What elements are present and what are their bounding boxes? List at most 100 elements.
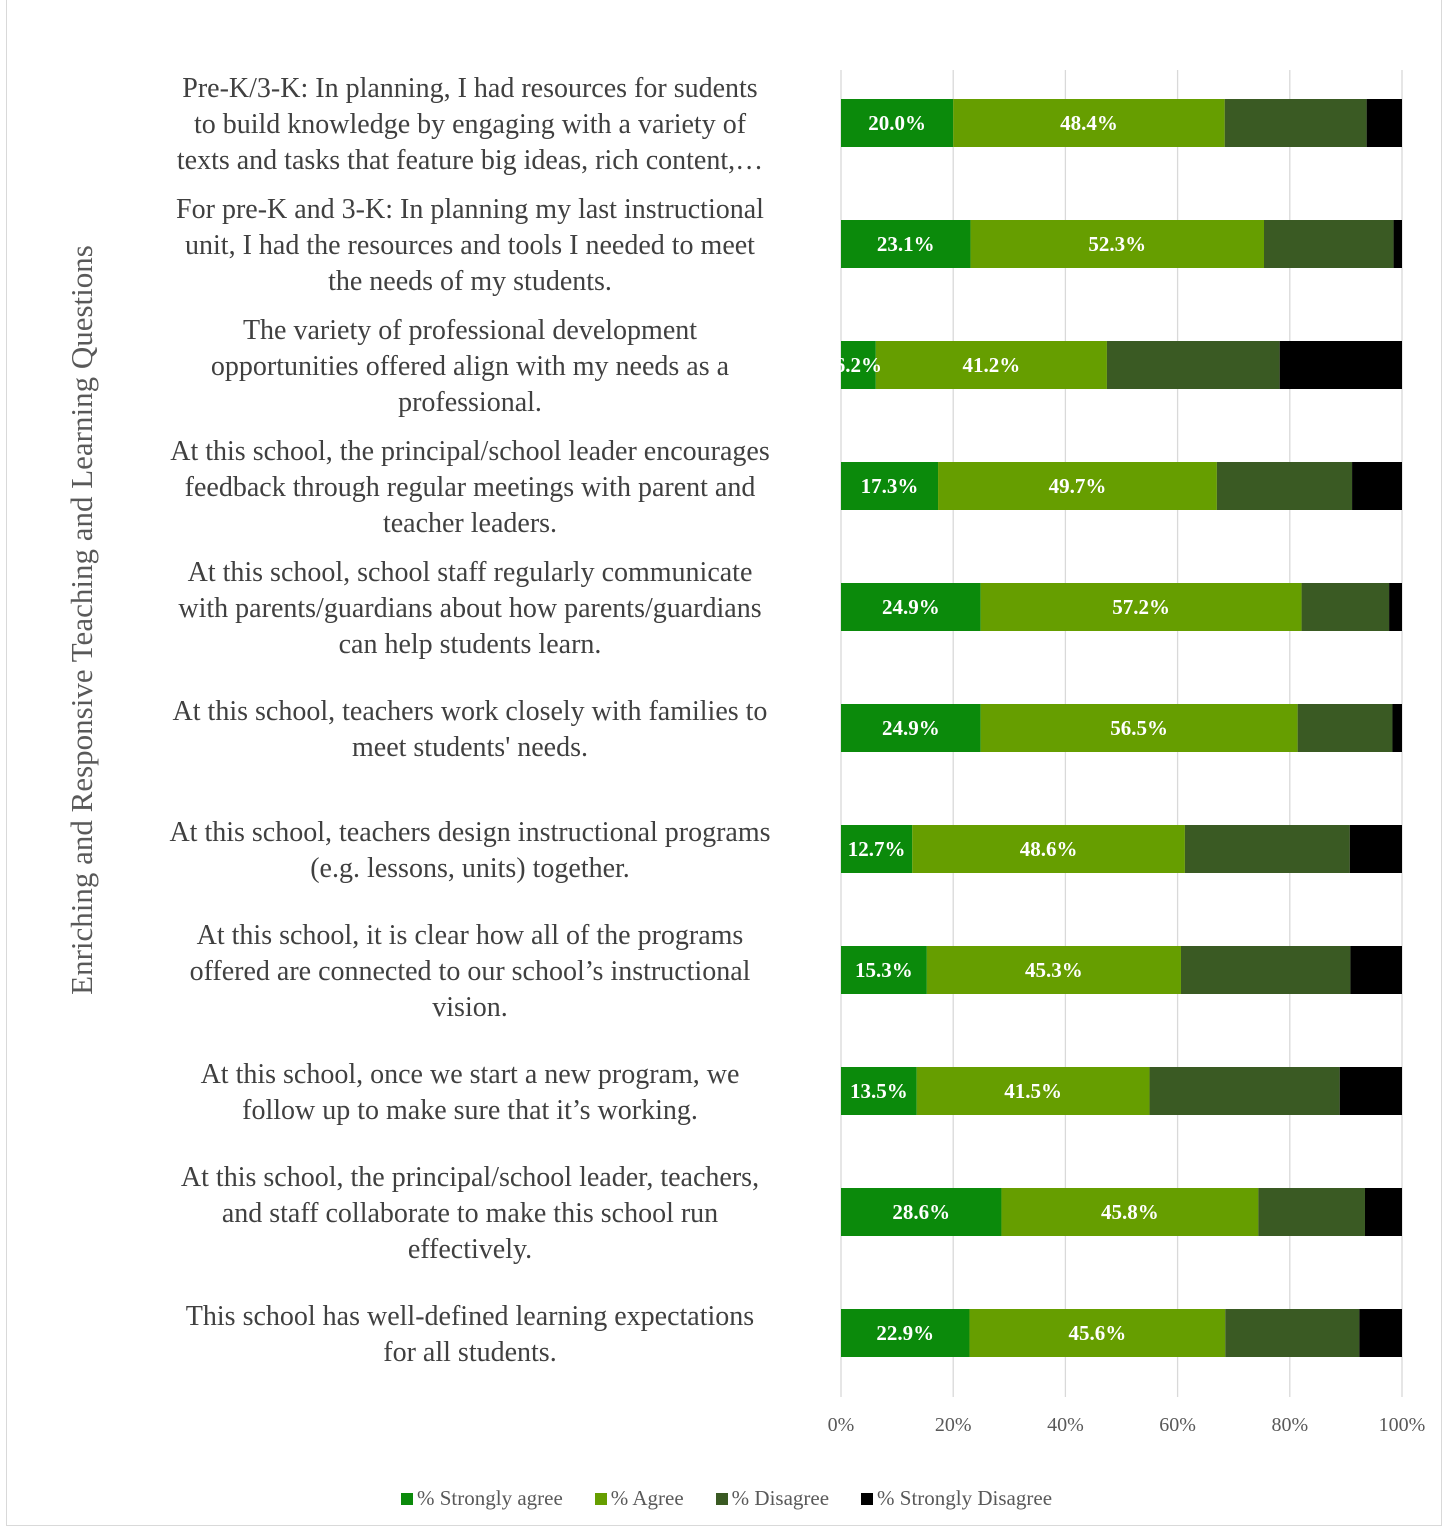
bar-segment (1392, 704, 1402, 752)
bar-segment (1258, 1188, 1365, 1236)
data-label: 6.2% (835, 353, 882, 377)
category-label: At this school, teachers design instruct… (169, 817, 770, 884)
bar-segment (1001, 1188, 1259, 1236)
bar-segment (841, 704, 981, 752)
data-label: 45.8% (1101, 1200, 1159, 1224)
legend-swatch (400, 1492, 413, 1505)
category-label: Pre-K/3-K: In planning, I had resources … (177, 73, 763, 176)
bar-segment (1352, 462, 1402, 510)
legend: % Strongly agree % Agree % Disagree % Stron… (0, 1486, 1453, 1511)
bar-segment (938, 462, 1217, 510)
data-label: 56.5% (1110, 716, 1168, 740)
bar-segment (841, 220, 971, 268)
bar-segment (969, 1309, 1226, 1357)
legend-label: % Strongly Disagree (877, 1486, 1053, 1510)
bar-segment (841, 462, 939, 510)
bar-segment (1339, 1067, 1402, 1115)
category-label: At this school, school staff regularly c… (178, 557, 761, 660)
legend-label: % Agree (610, 1486, 684, 1510)
bar-segment (841, 341, 876, 389)
bars (841, 99, 1402, 1357)
bar-segment (1364, 1188, 1402, 1236)
category-labels: Pre-K/3-K: In planning, I had resources … (169, 73, 770, 1368)
bar-segment (1216, 462, 1353, 510)
bar-segment (1263, 220, 1394, 268)
data-label: 24.9% (882, 716, 940, 740)
data-label: 12.7% (848, 837, 906, 861)
bar-segment (841, 583, 981, 631)
x-tick-label: 100% (1379, 1414, 1426, 1436)
bar-segment (1393, 220, 1402, 268)
bar-segment (1180, 946, 1351, 994)
data-label: 23.1% (877, 232, 935, 256)
bar-segment (1301, 583, 1390, 631)
x-tick-label: 20% (935, 1414, 972, 1436)
bar-segment (970, 220, 1264, 268)
legend-swatch (861, 1492, 874, 1505)
legend-item: % Strongly agree (400, 1486, 563, 1511)
legend-swatch (715, 1492, 728, 1505)
bar-segment (841, 1309, 970, 1357)
chart-frame (6, 0, 1442, 1526)
data-label: 57.2% (1112, 595, 1170, 619)
bar-segment (841, 1067, 917, 1115)
x-tick-labels: 0% 20% 40% 60% 80% 100% (828, 1414, 1426, 1436)
bar-segment (1297, 704, 1393, 752)
bar-segment (841, 99, 954, 147)
legend-item: % Strongly Disagree (861, 1486, 1052, 1511)
bar-segment (916, 1067, 1150, 1115)
data-label: 24.9% (882, 595, 940, 619)
x-tick-label: 40% (1047, 1414, 1084, 1436)
category-label: At this school, once we start a new prog… (201, 1059, 740, 1126)
bar-segment (926, 946, 1181, 994)
bar-segment (841, 946, 927, 994)
bar-segment (841, 1188, 1002, 1236)
data-label: 13.5% (850, 1079, 908, 1103)
category-label: The variety of professional development o… (211, 315, 730, 418)
data-label: 49.7% (1049, 474, 1107, 498)
x-tick-label: 80% (1271, 1414, 1308, 1436)
bar-segment (1106, 341, 1280, 389)
bar-segment (1225, 1309, 1360, 1357)
bar-segment (1349, 825, 1402, 873)
x-tick-label: 60% (1159, 1414, 1196, 1436)
bar-segment (1350, 946, 1402, 994)
legend-label: % Disagree (731, 1486, 830, 1510)
bar-segment (1149, 1067, 1340, 1115)
category-label: For pre-K and 3-K: In planning my last i… (176, 194, 764, 297)
category-label: At this school, it is clear how all of t… (190, 920, 751, 1023)
data-label: 41.2% (962, 353, 1020, 377)
bar-segment (841, 825, 913, 873)
bar-segment (980, 704, 1298, 752)
category-label: At this school, teachers work closely wi… (173, 696, 768, 763)
bar-segment (1184, 825, 1350, 873)
data-label: 41.5% (1004, 1079, 1062, 1103)
category-label: This school has well-defined learning ex… (186, 1301, 754, 1368)
data-label: 15.3% (855, 958, 913, 982)
bar-segment (1366, 99, 1402, 147)
bar-segment (1279, 341, 1402, 389)
category-label: At this school, the principal/school lea… (181, 1162, 759, 1265)
bar-segment (953, 99, 1225, 147)
legend-item: % Disagree (715, 1486, 830, 1511)
data-label: 45.3% (1025, 958, 1083, 982)
y-axis-title: Enriching and Responsive Teaching and Le… (64, 245, 99, 995)
bar-segment (1359, 1309, 1402, 1357)
data-label: 48.6% (1020, 837, 1078, 861)
data-label: 28.6% (892, 1200, 950, 1224)
bar-segment (1389, 583, 1402, 631)
legend-item: % Agree (594, 1486, 684, 1511)
data-label: 45.6% (1069, 1321, 1127, 1345)
bar-segment (875, 341, 1107, 389)
data-label: 17.3% (861, 474, 919, 498)
data-label: 52.3% (1088, 232, 1146, 256)
data-label: 20.0% (868, 111, 926, 135)
bar-segment (980, 583, 1302, 631)
legend-label: % Strongly agree (416, 1486, 563, 1510)
bar-segment (1224, 99, 1367, 147)
legend-swatch (594, 1492, 607, 1505)
x-tick-label: 0% (828, 1414, 855, 1436)
data-label: 48.4% (1060, 111, 1118, 135)
data-label: 22.9% (876, 1321, 934, 1345)
